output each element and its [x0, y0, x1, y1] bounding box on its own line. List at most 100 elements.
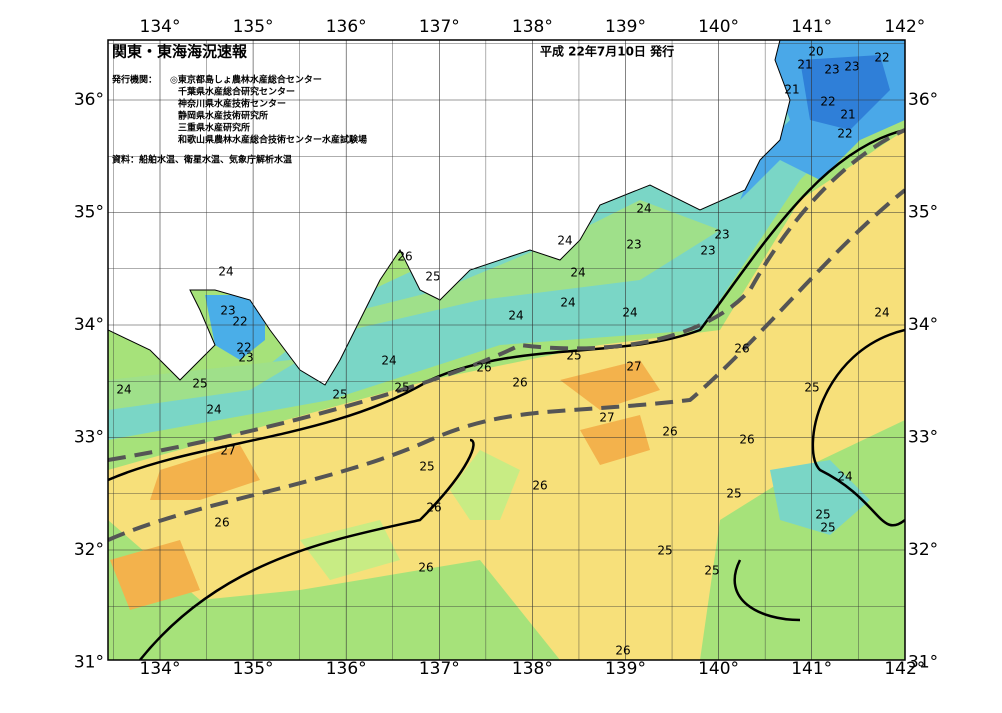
contour-label: 25 [419, 460, 434, 474]
contour-label: 24 [874, 306, 889, 320]
contour-label: 25 [192, 377, 207, 391]
lat-tick-label: 31° [908, 653, 938, 673]
contour-label: 24 [622, 306, 637, 320]
frame [107, 39, 906, 661]
bay-cold [205, 295, 265, 360]
kuroshio-axis-south [108, 188, 905, 542]
lat-tick-label: 34° [74, 315, 104, 335]
contour-label: 26 [532, 479, 547, 493]
contour-label: 26 [512, 376, 527, 390]
lon-tick-label: 136° [326, 659, 367, 679]
lat-tick-label: 31° [74, 653, 104, 673]
lon-tick-label: 137° [419, 17, 460, 37]
lon-tick-label: 138° [512, 17, 553, 37]
contour-label: 23 [714, 228, 729, 242]
contour-label: 24 [570, 266, 585, 280]
lon-tick-label: 134° [140, 17, 181, 37]
contour-label: 23 [824, 63, 839, 77]
cool-patch [300, 450, 520, 580]
contour-label: 26 [476, 361, 491, 375]
contour-label: 26 [615, 644, 630, 658]
contour-label: 26 [739, 433, 754, 447]
issuer-name: 神奈川県水産技術センター [178, 98, 286, 110]
contour-label: 21 [797, 58, 812, 72]
contour-label: 23 [238, 351, 253, 365]
map-area [108, 40, 905, 660]
contour-label: 21 [784, 83, 799, 97]
contour-label: 24 [116, 383, 131, 397]
lat-tick-label: 32° [908, 540, 938, 560]
issuer-name: 静岡県水産技術研究所 [178, 110, 268, 122]
contour-label: 25 [804, 381, 819, 395]
issuer-name: ◎東京都島しょ農林水産総合センター [170, 74, 322, 86]
lat-tick-label: 34° [908, 315, 938, 335]
contour-label: 23 [844, 60, 859, 74]
contour-label: 24 [218, 265, 233, 279]
issuer-name: 和歌山県農林水産総合技術センター水産試験場 [177, 134, 367, 146]
lon-tick-label: 135° [233, 659, 274, 679]
contour-25 [108, 128, 905, 482]
contour-label: 27 [599, 411, 614, 425]
contour-label: 22 [837, 127, 852, 141]
cold-core [800, 55, 890, 130]
contour-label: 25 [657, 544, 672, 558]
lon-tick-label: 139° [605, 17, 646, 37]
lat-tick-label: 32° [74, 540, 104, 560]
contour-label: 23 [220, 304, 235, 318]
contour-label: 24 [636, 202, 651, 216]
contour-label: 25 [425, 270, 440, 284]
warm-zone [108, 130, 905, 660]
cool-eddy [770, 460, 870, 535]
lon-tick-label: 135° [233, 17, 274, 37]
lat-tick-label: 36° [74, 90, 104, 110]
contour-label: 22 [232, 315, 247, 329]
lon-tick-label: 141° [791, 659, 832, 679]
lon-tick-label: 140° [698, 17, 739, 37]
hot-patch [110, 360, 660, 610]
kuroshio-axis-north [108, 128, 905, 462]
contour-label: 25 [820, 521, 835, 535]
lat-tick-label: 33° [74, 428, 104, 448]
contour-label: 24 [560, 296, 575, 310]
lon-tick-label: 137° [419, 659, 460, 679]
contour-label: 27 [626, 360, 641, 374]
contour-label: 27 [220, 444, 235, 458]
lat-tick-label: 36° [908, 90, 938, 110]
source: 資料：船舶水温、衛星水温、気象庁解析水温 [112, 154, 292, 166]
grid [108, 40, 905, 660]
contour-label: 25 [726, 487, 741, 501]
issuer-list: ◎東京都島しょ農林水産総合センター千葉県水産総合研究センター神奈川県水産技術セン… [170, 74, 367, 146]
contour-label: 22 [820, 95, 835, 109]
lon-tick-label: 138° [512, 659, 553, 679]
contour-label: 26 [214, 516, 229, 530]
issue-date: 平成 22年7月10日 発行 [540, 44, 674, 59]
contour-label: 23 [700, 244, 715, 258]
contour-label: 24 [381, 354, 396, 368]
issuer-name: 千葉県水産総合研究センター [178, 86, 295, 98]
lon-tick-label: 140° [698, 659, 739, 679]
contour-label: 21 [840, 108, 855, 122]
contour-label: 25 [815, 508, 830, 522]
contour-label: 24 [206, 403, 221, 417]
contour-label: 22 [874, 51, 889, 65]
issuer-label: 発行機関： [111, 74, 157, 86]
contour-label: 23 [626, 238, 641, 252]
contour-label: 25 [332, 388, 347, 402]
lat-tick-label: 35° [74, 203, 104, 223]
contour-label: 26 [662, 425, 677, 439]
lon-tick-label: 136° [326, 17, 367, 37]
contour-25b [139, 328, 905, 660]
contour-label: 24 [837, 470, 852, 484]
lon-tick-label: 139° [605, 659, 646, 679]
contour-label: 20 [808, 45, 823, 59]
title: 関東・東海海況速報 [112, 43, 248, 61]
lon-tick-label: 141° [791, 17, 832, 37]
contour-label: 24 [508, 309, 523, 323]
issuer-name: 三重県水産研究所 [178, 122, 250, 134]
contour-label: 24 [557, 234, 572, 248]
contour-label: 25 [394, 381, 409, 395]
contour-label: 26 [734, 342, 749, 356]
lon-tick-label: 142° [884, 659, 925, 679]
